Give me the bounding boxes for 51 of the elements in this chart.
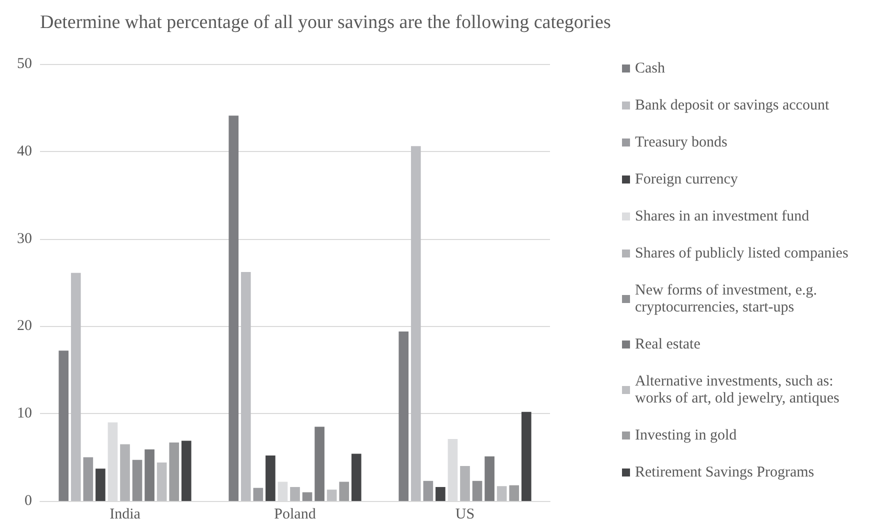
legend-label: Foreign currency — [635, 172, 738, 188]
x-tick-label: India — [110, 506, 141, 522]
bar — [266, 456, 276, 501]
bar — [120, 444, 130, 501]
bar — [96, 468, 106, 501]
legend-label: Retirement Savings Programs — [635, 464, 814, 480]
bar — [70, 272, 81, 501]
bar — [472, 480, 482, 501]
bar — [58, 350, 69, 501]
bar — [290, 487, 300, 501]
bar — [83, 457, 94, 501]
bar — [314, 426, 324, 501]
bar — [423, 480, 434, 501]
bar — [181, 440, 192, 501]
bar — [339, 482, 350, 501]
legend-label: Real estate — [635, 336, 701, 352]
legend-label: Alternative investments, such as: works of art, old jewelry, antiques — [635, 374, 840, 406]
y-tick-label: 10 — [17, 406, 32, 422]
y-tick-label: 50 — [17, 56, 32, 72]
y-tick-label: 20 — [17, 318, 32, 334]
legend-label: Investing in gold — [635, 428, 738, 444]
chart-title: Determine what percentage of all your savings are the following categories — [40, 12, 611, 33]
bar — [144, 449, 154, 501]
bar — [240, 272, 251, 501]
bar — [484, 456, 494, 501]
bar — [509, 485, 520, 501]
legend-label: Shares in an investment fund — [635, 208, 810, 224]
bar — [436, 487, 446, 501]
bar — [398, 331, 409, 501]
legend-label: New forms of investment, e.g. cryptocurrencies, start-ups — [635, 282, 821, 316]
y-tick-label: 0 — [24, 493, 32, 509]
bar — [496, 486, 507, 501]
bar — [410, 146, 421, 501]
x-tick-label: US — [455, 506, 475, 522]
bar — [169, 442, 180, 501]
legend-label: Shares of publicly listed companies — [635, 246, 848, 262]
bar — [326, 490, 337, 501]
y-tick-label: 30 — [17, 230, 32, 247]
legend-label: Bank deposit or savings account — [635, 98, 830, 114]
bar — [351, 454, 362, 501]
bar — [132, 460, 142, 501]
bar — [302, 492, 312, 501]
legend-label: Cash — [635, 60, 666, 76]
x-tick-label: Poland — [274, 506, 316, 522]
bar — [253, 488, 264, 501]
y-tick-label: 40 — [17, 143, 32, 160]
bar — [460, 466, 470, 501]
bar — [521, 412, 532, 501]
legend-label: Treasury bonds — [635, 134, 728, 150]
bar — [228, 116, 239, 501]
bar — [156, 462, 167, 501]
